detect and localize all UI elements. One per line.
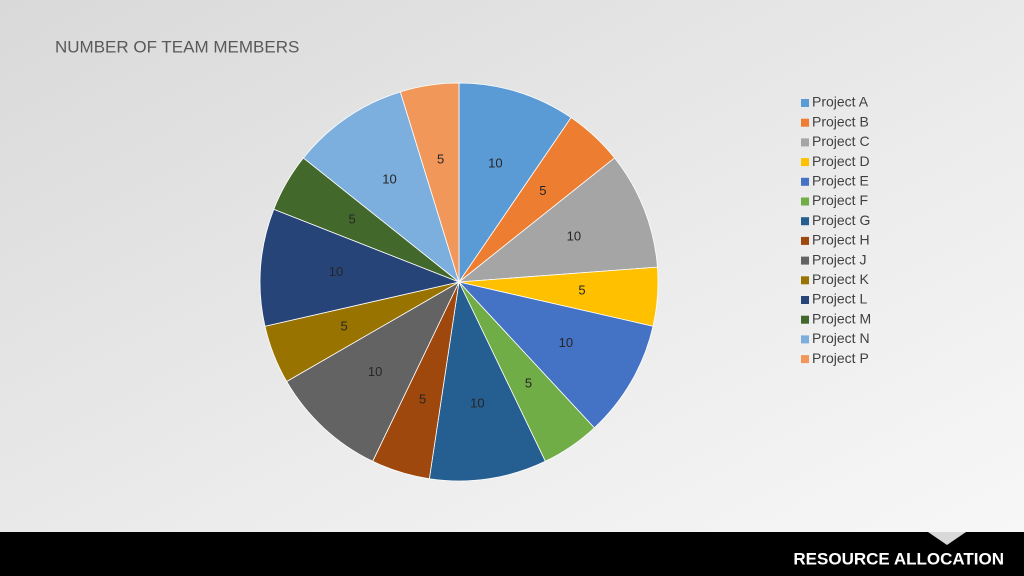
legend-swatch	[801, 236, 809, 245]
legend-label: Project N	[812, 330, 870, 346]
data-label: 5	[349, 212, 356, 227]
footer-notch	[928, 532, 966, 545]
pie-slice	[259, 208, 461, 327]
pie-slice	[302, 91, 460, 284]
legend-swatch	[801, 217, 809, 226]
legend-label: Project A	[812, 94, 869, 110]
data-label: 5	[525, 375, 532, 390]
pie-slice	[458, 82, 572, 284]
data-label: 5	[539, 183, 546, 198]
legend-swatch	[801, 99, 809, 107]
chart-title: NUMBER OF TEAM MEMBERS	[55, 37, 299, 56]
legend-swatch	[801, 158, 809, 167]
legend-swatch	[801, 355, 809, 364]
legend-label: Project P	[812, 350, 869, 366]
legend-label: Project L	[812, 291, 867, 307]
legend: Project A Project B Project C Project D Proj…	[801, 94, 871, 366]
data-label: 10	[567, 228, 581, 243]
legend-swatch	[801, 177, 809, 186]
legend-swatch	[801, 276, 809, 285]
legend-label: Project H	[812, 232, 870, 248]
legend-swatch	[801, 138, 809, 147]
data-label: 5	[578, 283, 585, 298]
pie-slice	[399, 82, 460, 283]
data-label: 10	[470, 395, 484, 410]
footer-label: RESOURCE ALLOCATION	[793, 549, 1004, 568]
legend-label: Project J	[812, 251, 866, 267]
legend-swatch	[801, 118, 809, 127]
data-label: 5	[437, 151, 444, 166]
legend-swatch	[801, 335, 809, 344]
legend-label: Project C	[812, 133, 870, 149]
legend-swatch	[801, 315, 809, 324]
legend-label: Project K	[812, 271, 869, 287]
legend-swatch	[801, 197, 809, 206]
legend-label: Project E	[812, 173, 869, 189]
legend-label: Project F	[812, 192, 868, 208]
data-label: 10	[559, 335, 573, 350]
pie-slice	[428, 280, 546, 482]
legend-swatch	[801, 296, 809, 304]
legend-label: Project G	[812, 212, 870, 228]
legend-label: Project D	[812, 153, 870, 169]
pie: 10 5 10 5 10 5 10 5 10 5 10 5 10 5	[259, 82, 659, 482]
data-label: 10	[382, 171, 396, 186]
pie-slice	[286, 281, 460, 462]
pie-slice	[457, 281, 654, 429]
data-label: 10	[368, 364, 382, 379]
data-label: 10	[329, 264, 343, 279]
data-label: 5	[419, 391, 426, 406]
legend-label: Project B	[812, 113, 869, 129]
data-label: 5	[341, 319, 348, 334]
footer-bar	[0, 532, 1024, 576]
legend-swatch	[801, 256, 809, 265]
pie-slice	[457, 157, 658, 283]
legend-label: Project M	[812, 310, 871, 326]
data-label: 10	[488, 156, 502, 171]
